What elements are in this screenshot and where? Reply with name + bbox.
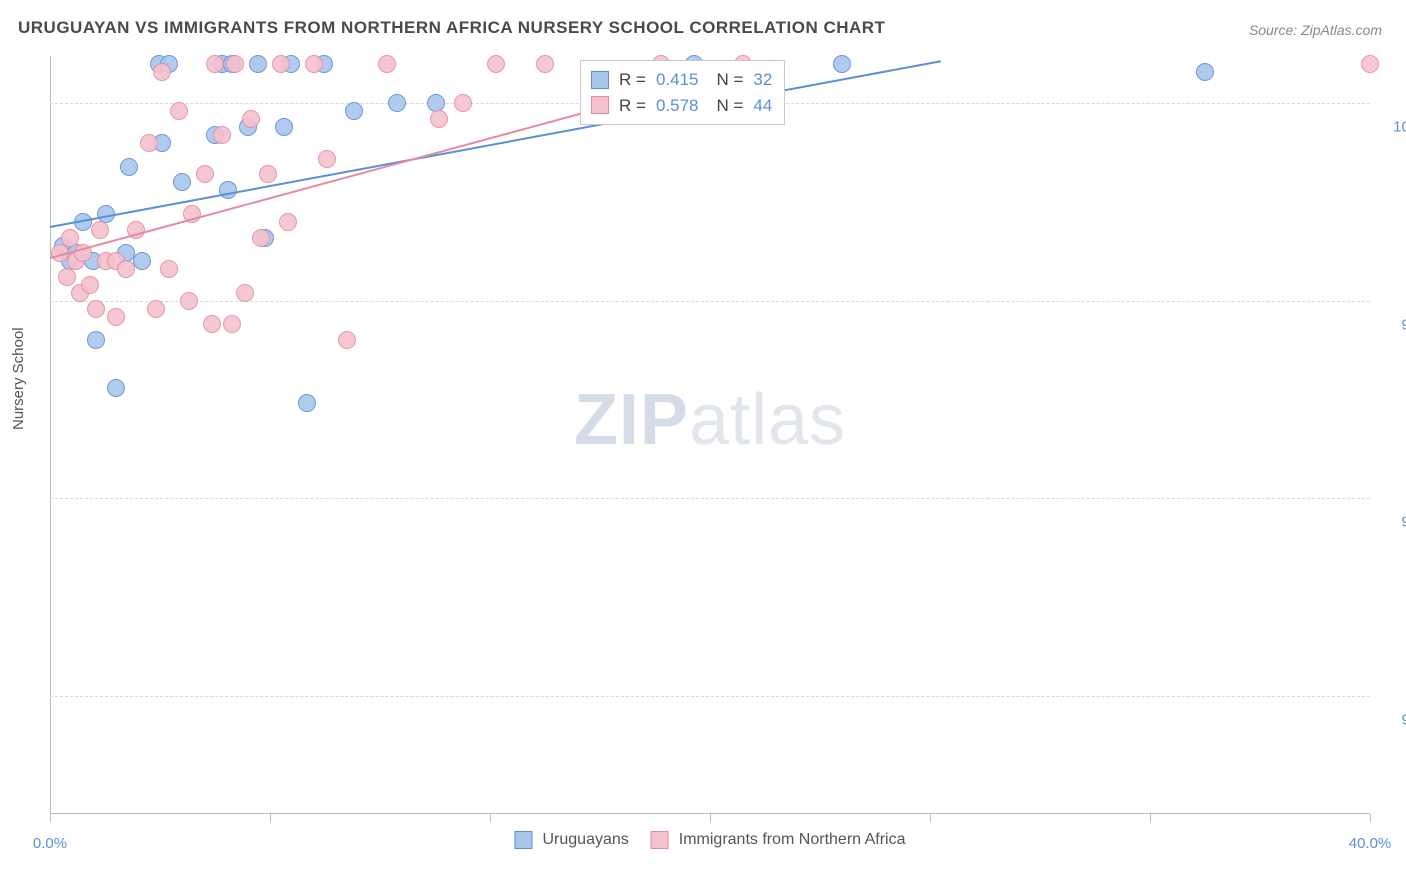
n-value: 32 bbox=[753, 67, 772, 93]
plot-area: ZIPatlas 100.0%97.5%95.0%92.5%0.0%40.0%R… bbox=[50, 56, 1370, 814]
data-point bbox=[81, 276, 99, 294]
data-point bbox=[378, 55, 396, 73]
data-point bbox=[305, 55, 323, 73]
watermark-light: atlas bbox=[689, 380, 846, 460]
x-tick-label: 0.0% bbox=[33, 835, 67, 852]
data-point bbox=[117, 260, 135, 278]
y-tick-label: 92.5% bbox=[1401, 711, 1406, 728]
x-tick bbox=[1370, 814, 1371, 822]
data-point bbox=[223, 315, 241, 333]
trend-line bbox=[50, 60, 941, 228]
data-point bbox=[170, 102, 188, 120]
data-point bbox=[1196, 63, 1214, 81]
r-value: 0.578 bbox=[656, 93, 699, 119]
data-point bbox=[147, 300, 165, 318]
n-label: N = bbox=[716, 67, 743, 93]
data-point bbox=[487, 55, 505, 73]
x-tick bbox=[270, 814, 271, 822]
data-point bbox=[338, 331, 356, 349]
legend-swatch bbox=[651, 831, 669, 849]
r-label: R = bbox=[619, 93, 646, 119]
legend-row: R = 0.415 N = 32 bbox=[591, 67, 772, 93]
data-point bbox=[226, 55, 244, 73]
r-label: R = bbox=[619, 67, 646, 93]
gridline bbox=[50, 498, 1370, 499]
data-point bbox=[173, 173, 191, 191]
data-point bbox=[279, 213, 297, 231]
data-point bbox=[180, 292, 198, 310]
legend-swatch bbox=[591, 71, 609, 89]
data-point bbox=[153, 63, 171, 81]
y-tick-label: 97.5% bbox=[1401, 316, 1406, 333]
data-point bbox=[249, 55, 267, 73]
x-tick bbox=[930, 814, 931, 822]
data-point bbox=[242, 110, 260, 128]
data-point bbox=[430, 110, 448, 128]
chart-title: URUGUAYAN VS IMMIGRANTS FROM NORTHERN AF… bbox=[18, 18, 885, 38]
data-point bbox=[133, 252, 151, 270]
data-point bbox=[236, 284, 254, 302]
source-attribution: Source: ZipAtlas.com bbox=[1249, 22, 1382, 38]
data-point bbox=[61, 229, 79, 247]
data-point bbox=[87, 331, 105, 349]
data-point bbox=[140, 134, 158, 152]
data-point bbox=[87, 300, 105, 318]
data-point bbox=[259, 165, 277, 183]
data-point bbox=[203, 315, 221, 333]
r-value: 0.415 bbox=[656, 67, 699, 93]
bottom-legend: Uruguayans Immigrants from Northern Afric… bbox=[514, 828, 905, 852]
y-tick-label: 95.0% bbox=[1401, 514, 1406, 531]
legend-label: Immigrants from Northern Africa bbox=[679, 828, 906, 852]
gridline bbox=[50, 696, 1370, 697]
data-point bbox=[275, 118, 293, 136]
data-point bbox=[160, 260, 178, 278]
legend-label: Uruguayans bbox=[542, 828, 628, 852]
x-tick-label: 40.0% bbox=[1349, 835, 1392, 852]
y-axis-line bbox=[50, 56, 51, 814]
data-point bbox=[219, 181, 237, 199]
legend-item: Uruguayans bbox=[514, 828, 628, 852]
x-tick bbox=[490, 814, 491, 822]
data-point bbox=[272, 55, 290, 73]
data-point bbox=[536, 55, 554, 73]
y-axis-label: Nursery School bbox=[10, 327, 27, 430]
watermark: ZIPatlas bbox=[574, 379, 846, 461]
scatter-chart: ZIPatlas 100.0%97.5%95.0%92.5%0.0%40.0%R… bbox=[50, 56, 1370, 814]
data-point bbox=[107, 379, 125, 397]
x-tick bbox=[50, 814, 51, 822]
data-point bbox=[345, 102, 363, 120]
data-point bbox=[120, 158, 138, 176]
data-point bbox=[298, 394, 316, 412]
data-point bbox=[833, 55, 851, 73]
n-label: N = bbox=[716, 93, 743, 119]
data-point bbox=[196, 165, 214, 183]
data-point bbox=[388, 94, 406, 112]
legend-swatch bbox=[591, 96, 609, 114]
data-point bbox=[91, 221, 109, 239]
data-point bbox=[252, 229, 270, 247]
data-point bbox=[58, 268, 76, 286]
legend-item: Immigrants from Northern Africa bbox=[651, 828, 906, 852]
data-point bbox=[318, 150, 336, 168]
legend-row: R = 0.578 N = 44 bbox=[591, 93, 772, 119]
data-point bbox=[454, 94, 472, 112]
y-tick-label: 100.0% bbox=[1393, 119, 1406, 136]
x-tick bbox=[710, 814, 711, 822]
data-point bbox=[1361, 55, 1379, 73]
data-point bbox=[213, 126, 231, 144]
data-point bbox=[206, 55, 224, 73]
correlation-legend: R = 0.415 N = 32 R = 0.578 N = 44 bbox=[580, 60, 785, 125]
n-value: 44 bbox=[753, 93, 772, 119]
data-point bbox=[107, 308, 125, 326]
x-tick bbox=[1150, 814, 1151, 822]
legend-swatch bbox=[514, 831, 532, 849]
watermark-bold: ZIP bbox=[574, 380, 689, 460]
